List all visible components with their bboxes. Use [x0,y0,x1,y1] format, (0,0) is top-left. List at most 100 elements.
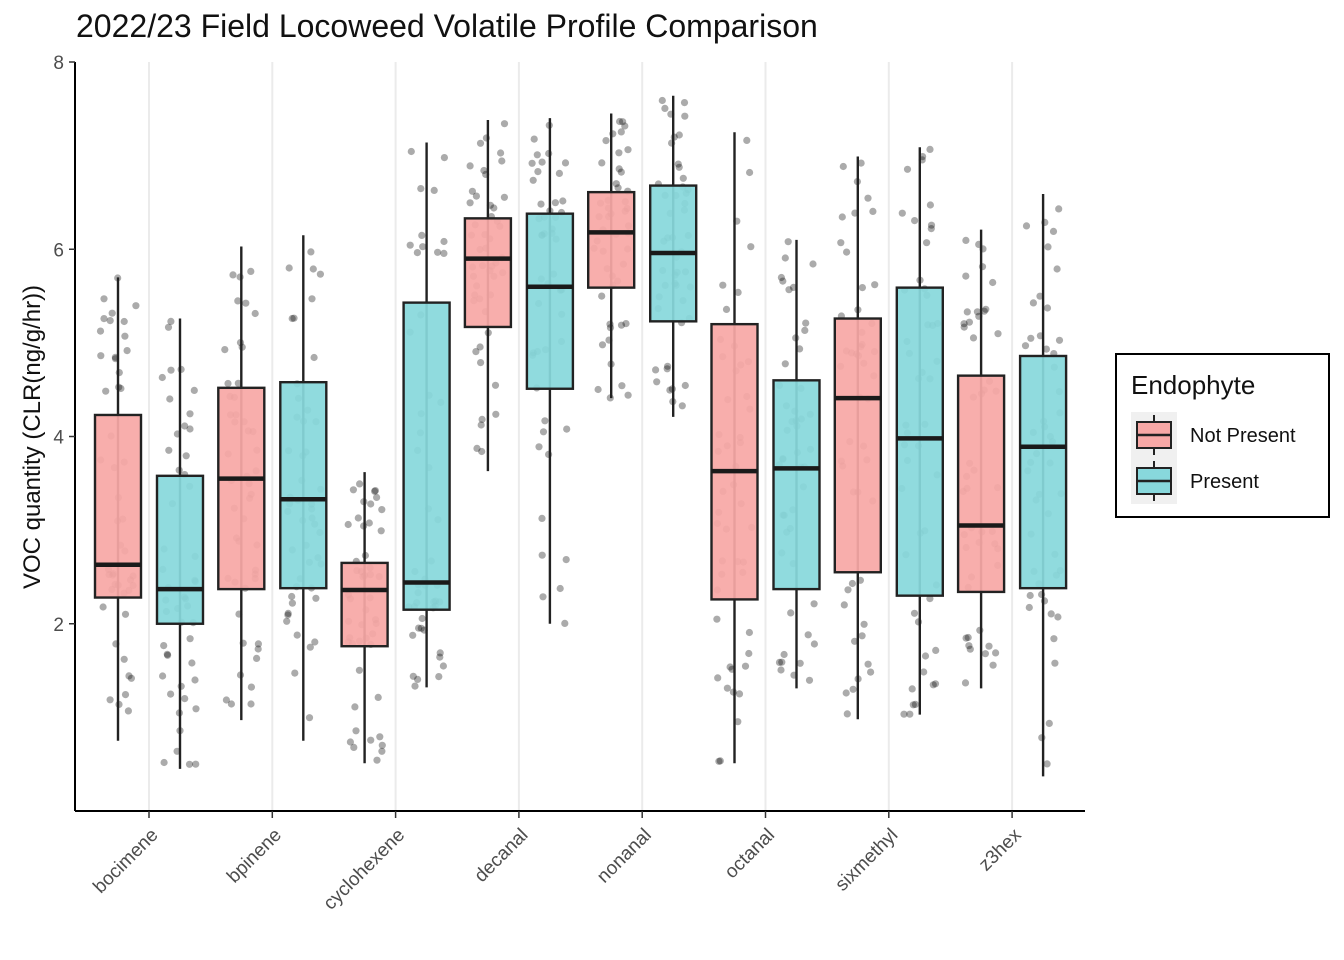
x-tick-label-decanal: decanal [471,825,533,887]
jitter-point [440,154,448,162]
box-body [895,286,944,597]
box-bocimene-not-present [93,277,143,741]
jitter-point [726,663,734,671]
box-decanal-present [525,118,575,624]
jitter-point [121,691,130,699]
jitter-point [864,194,872,202]
jitter-point [409,631,417,639]
jitter-point [288,599,296,607]
jitter-point [624,391,632,399]
jitter-point [492,410,500,418]
jitter-point [181,695,189,703]
jitter-point [344,520,352,529]
jitter-point [355,666,363,674]
jitter-point [926,201,935,209]
jitter-point [973,308,982,316]
jitter-point [476,343,484,351]
jitter-point [254,645,262,653]
jitter-point [989,278,997,287]
jitter-point [675,163,683,171]
jitter-point [867,668,875,676]
jitter-point [615,165,623,173]
jitter-point [305,714,314,722]
jitter-point [858,284,867,292]
jitter-point [960,323,968,331]
jitter-point [963,308,971,316]
jitter-point [906,710,914,718]
jitter-point [541,417,549,425]
jitter-point [367,736,375,744]
jitter-point [910,609,919,617]
jitter-point [160,642,168,650]
jitter-point [985,642,993,650]
jitter-point [374,693,382,702]
jitter-point [932,646,940,655]
jitter-point [911,700,920,709]
jitter-point [419,243,427,251]
jitter-point [539,428,548,436]
jitter-point [227,700,235,708]
jitter-point [680,99,689,107]
jitter-point [99,603,107,611]
box-bpinene-present [279,235,328,741]
jitter-point [478,415,486,423]
jitter-point [594,385,602,394]
jitter-point [981,650,990,658]
jitter-point [785,286,793,294]
jitter-point [288,314,296,323]
jitter-point [254,640,262,648]
jitter-point [716,757,724,765]
jitter-point [417,185,425,193]
jitter-point [435,673,443,681]
jitter-point [167,317,175,325]
jitter-point [927,221,936,229]
jitter-point [371,487,379,495]
jitter-point [167,690,175,698]
jitter-point [234,379,242,387]
jitter-point [903,165,912,173]
jitter-point [247,683,255,691]
jitter-point [163,650,171,658]
jitter-point [290,314,298,322]
jitter-point [658,96,666,105]
jitter-point [962,634,970,642]
jitter-point [537,200,545,208]
jitter-point [533,151,541,159]
jitter-point [555,169,564,177]
box-body [340,561,389,648]
jitter-point [185,760,194,768]
jitter-point [310,353,318,362]
jitter-point [926,145,934,153]
jitter-point [480,166,488,175]
jitter-point [354,514,362,522]
jitter-point [741,662,750,670]
jitter-point [221,346,229,354]
box-body [463,217,513,329]
jitter-point [115,369,123,377]
jitter-point [186,635,194,643]
box-nonanal-not-present [587,113,636,399]
jitter-point [466,162,474,170]
jitter-point [551,199,560,207]
jitter-point [864,660,872,668]
jitter-point [614,184,622,192]
jitter-point [434,248,442,256]
jitter-point [192,760,200,768]
jitter-point [418,231,426,239]
box-body [217,386,266,591]
jitter-point [775,658,784,667]
jitter-point [418,614,426,623]
jitter-point [964,633,972,642]
box-body [1018,354,1068,590]
x-tick-label-sixmethyl: sixmethyl [831,825,902,896]
jitter-point [745,649,753,658]
legend: Endophyte Not Present Present [1115,353,1330,518]
jitter-point [923,239,931,247]
jitter-point [108,309,116,317]
jitter-point [490,204,498,212]
jitter-point [406,241,414,249]
jitter-point [810,640,819,648]
jitter-point [96,327,105,335]
boxes [93,95,1068,777]
jitter-point [413,249,421,257]
